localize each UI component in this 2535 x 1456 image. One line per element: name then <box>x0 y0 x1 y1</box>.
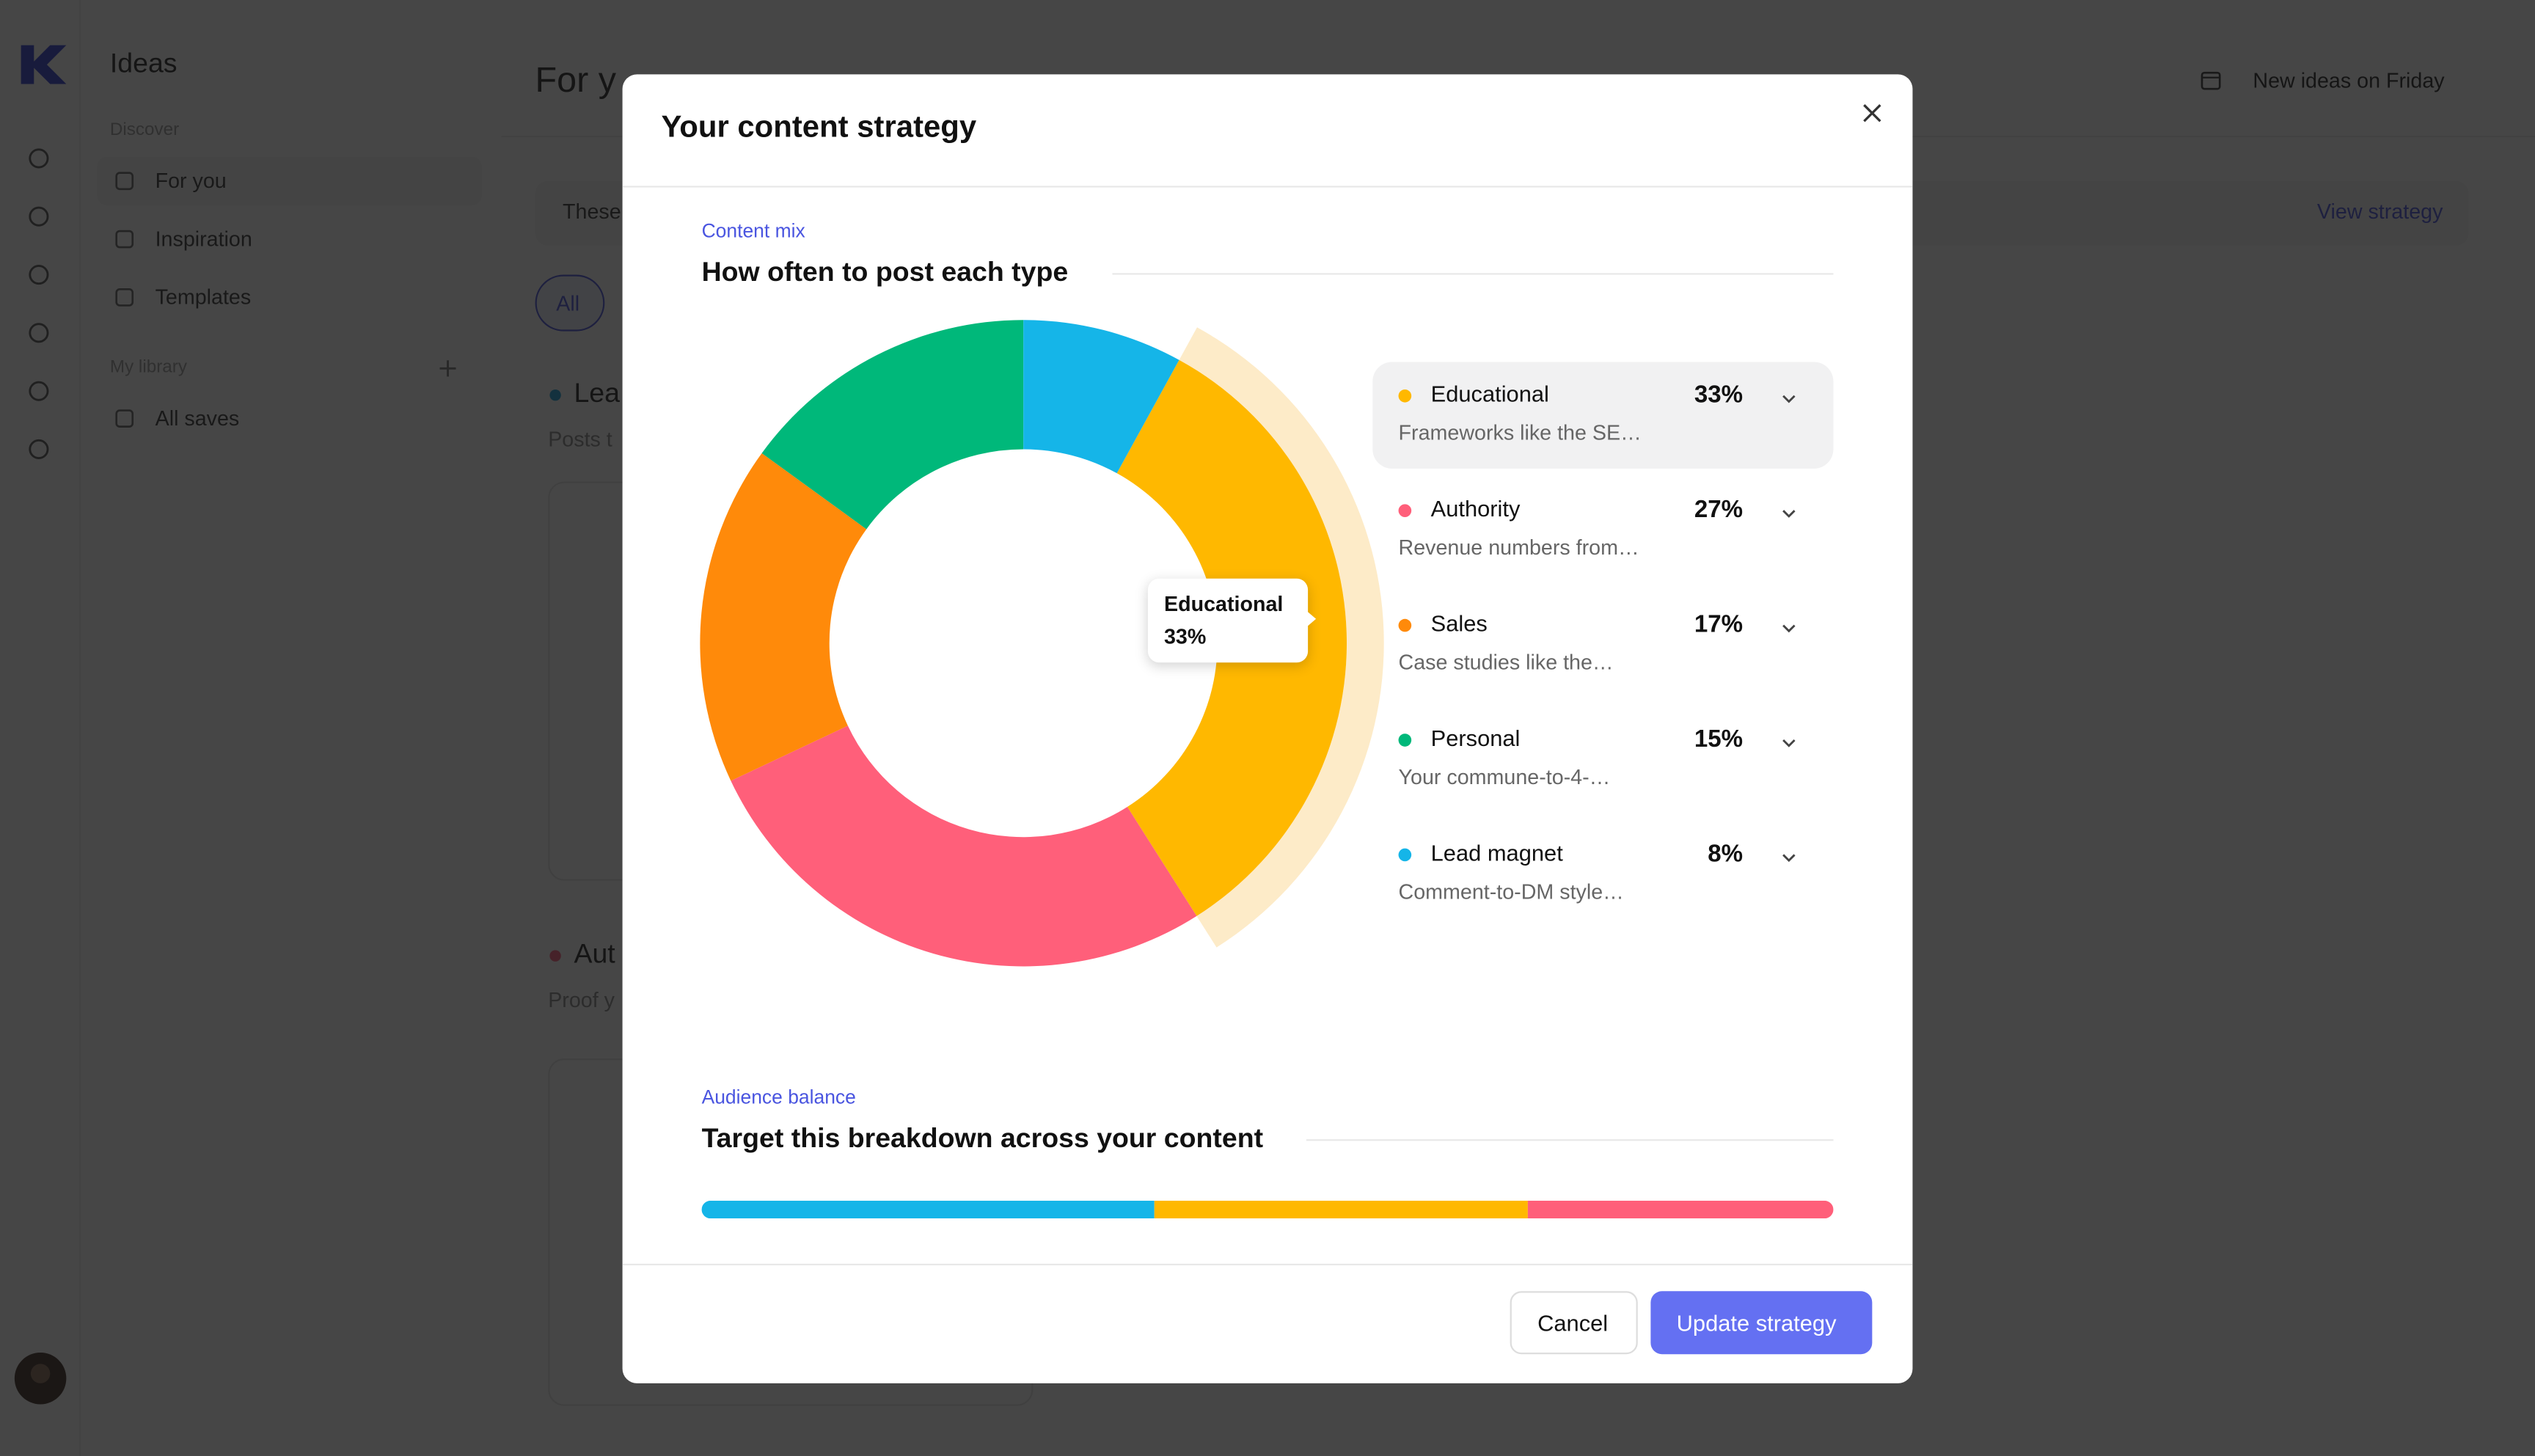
legend-value: 27% <box>1694 496 1744 524</box>
legend-name: Educational <box>1430 381 1549 407</box>
legend-value: 8% <box>1708 840 1744 868</box>
bar-segment <box>1154 1200 1528 1219</box>
highlight-arc <box>1179 327 1384 948</box>
tooltip <box>1147 578 1309 663</box>
expand-chevron[interactable] <box>1782 509 1796 519</box>
legend-item-active[interactable] <box>1372 362 1834 469</box>
legend-description: Case studies like the… <box>1398 650 1614 675</box>
section-label: Content mix <box>701 219 805 243</box>
footer-border <box>622 1263 1913 1266</box>
expand-chevron[interactable] <box>1782 739 1796 748</box>
legend-value: 33% <box>1694 381 1744 409</box>
cancel-label: Cancel <box>1537 1309 1609 1336</box>
legend-name: Personal <box>1430 725 1521 751</box>
bar-segment <box>701 1200 1155 1219</box>
expand-chevron[interactable] <box>1782 853 1796 863</box>
legend-description: Comment-to-DM style… <box>1398 879 1624 904</box>
confirm-button[interactable] <box>1650 1291 1873 1355</box>
donut-segment[interactable] <box>1023 320 1179 474</box>
cancel-button[interactable] <box>1510 1291 1638 1355</box>
legend-value: 15% <box>1694 725 1744 753</box>
donut-segment[interactable] <box>761 320 1024 530</box>
tooltip-value: 33% <box>1163 623 1207 648</box>
expand-chevron[interactable] <box>1782 395 1796 404</box>
section-title: How often to post each type <box>701 256 1069 288</box>
title-rule <box>1112 273 1834 275</box>
tooltip-name: Educational <box>1163 591 1284 616</box>
legend-name: Authority <box>1430 495 1521 522</box>
header-border <box>622 186 1913 188</box>
close-button[interactable] <box>1862 103 1881 122</box>
legend-name: Sales <box>1430 610 1488 637</box>
legend-description: Frameworks like the SE… <box>1398 420 1642 445</box>
expand-chevron[interactable] <box>1782 623 1796 633</box>
legend-dot <box>1398 389 1412 403</box>
balance-bar <box>701 1200 1834 1219</box>
legend-dot <box>1398 504 1412 517</box>
legend-description: Your commune-to-4-… <box>1398 764 1611 789</box>
tooltip-arrow <box>1304 609 1317 629</box>
confirm-label: Update strategy <box>1676 1309 1837 1336</box>
legend-dot <box>1398 848 1412 862</box>
legend-description: Revenue numbers from… <box>1398 535 1639 560</box>
legend-dot <box>1398 734 1412 747</box>
legend-name: Lead magnet <box>1430 839 1563 866</box>
legend-value: 17% <box>1694 610 1744 639</box>
bar-segment <box>1527 1200 1834 1219</box>
legend-dot <box>1398 618 1412 632</box>
modal-title: Your content strategy <box>661 111 977 145</box>
section-label: Audience balance <box>701 1086 856 1108</box>
modal: Your content strategy Content mix How ofte… <box>622 74 1913 1383</box>
section-title: Target this breakdown across your conten… <box>701 1122 1264 1154</box>
donut-segment[interactable] <box>700 453 867 781</box>
title-rule <box>1306 1139 1834 1141</box>
donut-segment[interactable] <box>731 725 1197 967</box>
